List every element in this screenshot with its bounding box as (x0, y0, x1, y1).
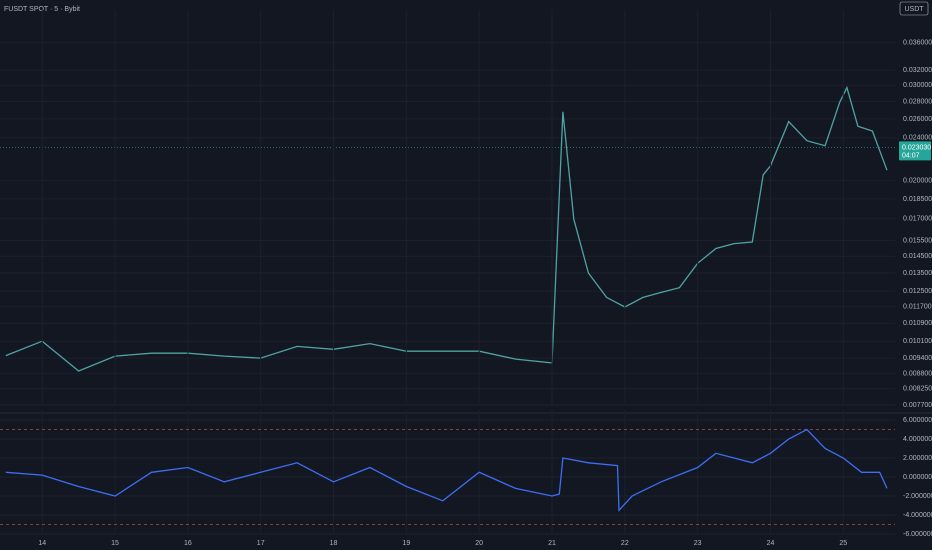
x-tick-label: 17 (257, 540, 265, 547)
x-tick-label: 14 (38, 540, 46, 547)
y-tick-label: 0.028000 (903, 98, 932, 105)
countdown-label: 04:07 (902, 152, 920, 159)
x-tick-label: 23 (694, 540, 702, 547)
y-tick-label: 0.030000 (903, 82, 932, 89)
y-tick-label: 0.017000 (903, 216, 932, 223)
y-tick-label: 0.020000 (903, 177, 932, 184)
currency-button[interactable] (899, 1, 929, 16)
currency-label[interactable]: USDT (904, 6, 924, 13)
series-line (5, 85, 888, 372)
y-tick-label: 0.008250 (903, 386, 932, 393)
y-tick-label: 0.011700 (903, 303, 932, 310)
y-tick-label: 0.010100 (903, 338, 932, 345)
y-tick-label: -4.000000 (903, 512, 932, 519)
y-tick-label: 4.000000 (903, 436, 932, 443)
last-price-label: 0.023030 (902, 144, 931, 151)
y-tick-label: 0.000000 (903, 474, 932, 481)
y-tick-label: 0.026000 (903, 116, 932, 123)
x-tick-label: 18 (330, 540, 338, 547)
y-tick-label: 2.000000 (903, 455, 932, 462)
x-tick-label: 24 (767, 540, 775, 547)
y-tick-label: -6.000000 (903, 531, 932, 538)
x-tick-label: 16 (184, 540, 192, 547)
x-tick-label: 25 (839, 540, 847, 547)
x-tick-label: 21 (548, 540, 556, 547)
x-tick-label: 19 (402, 540, 410, 547)
y-tick-label: 0.015500 (903, 237, 932, 244)
y-tick-label: 6.000000 (903, 417, 932, 424)
y-tick-label: 0.024000 (903, 135, 932, 142)
y-tick-label: 0.007700 (903, 402, 932, 409)
y-tick-label: 0.014500 (903, 253, 932, 260)
x-tick-label: 22 (621, 540, 629, 547)
x-tick-label: 20 (475, 540, 483, 547)
y-tick-label: 0.032000 (903, 67, 932, 74)
y-tick-label: 0.008800 (903, 370, 932, 377)
series-line (5, 428, 888, 512)
last-price-box (899, 141, 931, 161)
y-tick-label: 0.012500 (903, 288, 932, 295)
y-tick-label: 0.009400 (903, 355, 932, 362)
y-tick-label: 0.018500 (903, 196, 932, 203)
y-tick-label: -2.000000 (903, 493, 932, 500)
chart-title: FUSDT SPOT · 5 · Bybit (4, 6, 80, 13)
y-tick-label: 0.013500 (903, 270, 932, 277)
x-tick-label: 15 (111, 540, 119, 547)
y-tick-label: 0.010900 (903, 320, 932, 327)
y-tick-label: 0.036000 (903, 39, 932, 46)
